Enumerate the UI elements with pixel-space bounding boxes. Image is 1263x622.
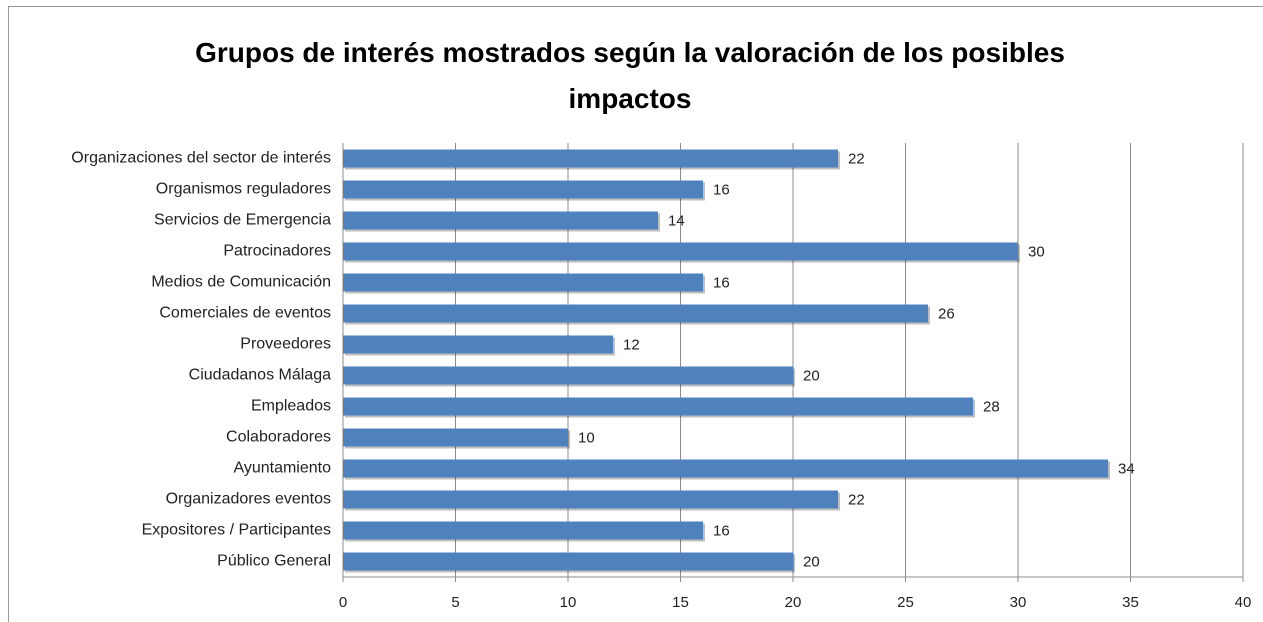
data-label: 28 — [983, 398, 1000, 415]
data-label: 16 — [713, 181, 730, 198]
bar — [343, 428, 568, 447]
bar — [343, 552, 793, 571]
bar — [343, 149, 838, 168]
y-tick-label: Ciudadanos Málaga — [189, 367, 331, 384]
y-tick-label: Patrocinadores — [223, 243, 331, 260]
bar — [343, 397, 973, 416]
y-tick-label: Medios de Comunicación — [151, 274, 331, 291]
data-label: 14 — [668, 212, 685, 229]
y-tick-label: Proveedores — [240, 336, 331, 353]
data-label: 26 — [938, 305, 955, 322]
bar — [343, 490, 838, 509]
y-tick-label: Colaboradores — [226, 429, 331, 446]
chart-title: Grupos de interés mostrados según la val… — [195, 37, 1065, 114]
data-label: 16 — [713, 274, 730, 291]
data-label: 12 — [623, 336, 640, 353]
bar — [343, 366, 793, 385]
chart-border — [8, 6, 1263, 622]
x-tick-label: 20 — [785, 594, 802, 611]
bar — [343, 180, 703, 199]
x-tick-label: 35 — [1122, 594, 1139, 611]
bar — [343, 459, 1108, 478]
bar — [343, 242, 1018, 261]
data-label: 20 — [803, 553, 820, 570]
x-tick-label: 0 — [339, 594, 347, 611]
data-label: 10 — [578, 429, 595, 446]
x-tick-label: 25 — [897, 594, 914, 611]
bar — [343, 211, 658, 230]
data-label: 34 — [1118, 460, 1135, 477]
x-tick-label: 5 — [451, 594, 459, 611]
bar — [343, 521, 703, 540]
y-tick-label: Empleados — [251, 398, 331, 415]
x-tick-label: 40 — [1235, 594, 1252, 611]
data-label: 20 — [803, 367, 820, 384]
bar — [343, 304, 928, 323]
x-tick-label: 15 — [672, 594, 689, 611]
bar — [343, 273, 703, 292]
x-tick-label: 30 — [1010, 594, 1027, 611]
y-tick-label: Organizaciones del sector de interés — [71, 150, 331, 167]
y-tick-label: Expositores / Participantes — [142, 522, 331, 539]
y-tick-label: Servicios de Emergencia — [154, 212, 331, 229]
data-label: 22 — [848, 491, 865, 508]
data-label: 16 — [713, 522, 730, 539]
data-label: 22 — [848, 150, 865, 167]
y-tick-label: Público General — [217, 553, 331, 570]
y-tick-label: Organismos reguladores — [156, 181, 331, 198]
y-tick-label: Ayuntamiento — [233, 460, 331, 477]
bar — [343, 335, 613, 354]
y-tick-label: Comerciales de eventos — [159, 305, 331, 322]
x-tick-label: 10 — [560, 594, 577, 611]
y-tick-label: Organizadores eventos — [166, 491, 331, 508]
data-label: 30 — [1028, 243, 1045, 260]
